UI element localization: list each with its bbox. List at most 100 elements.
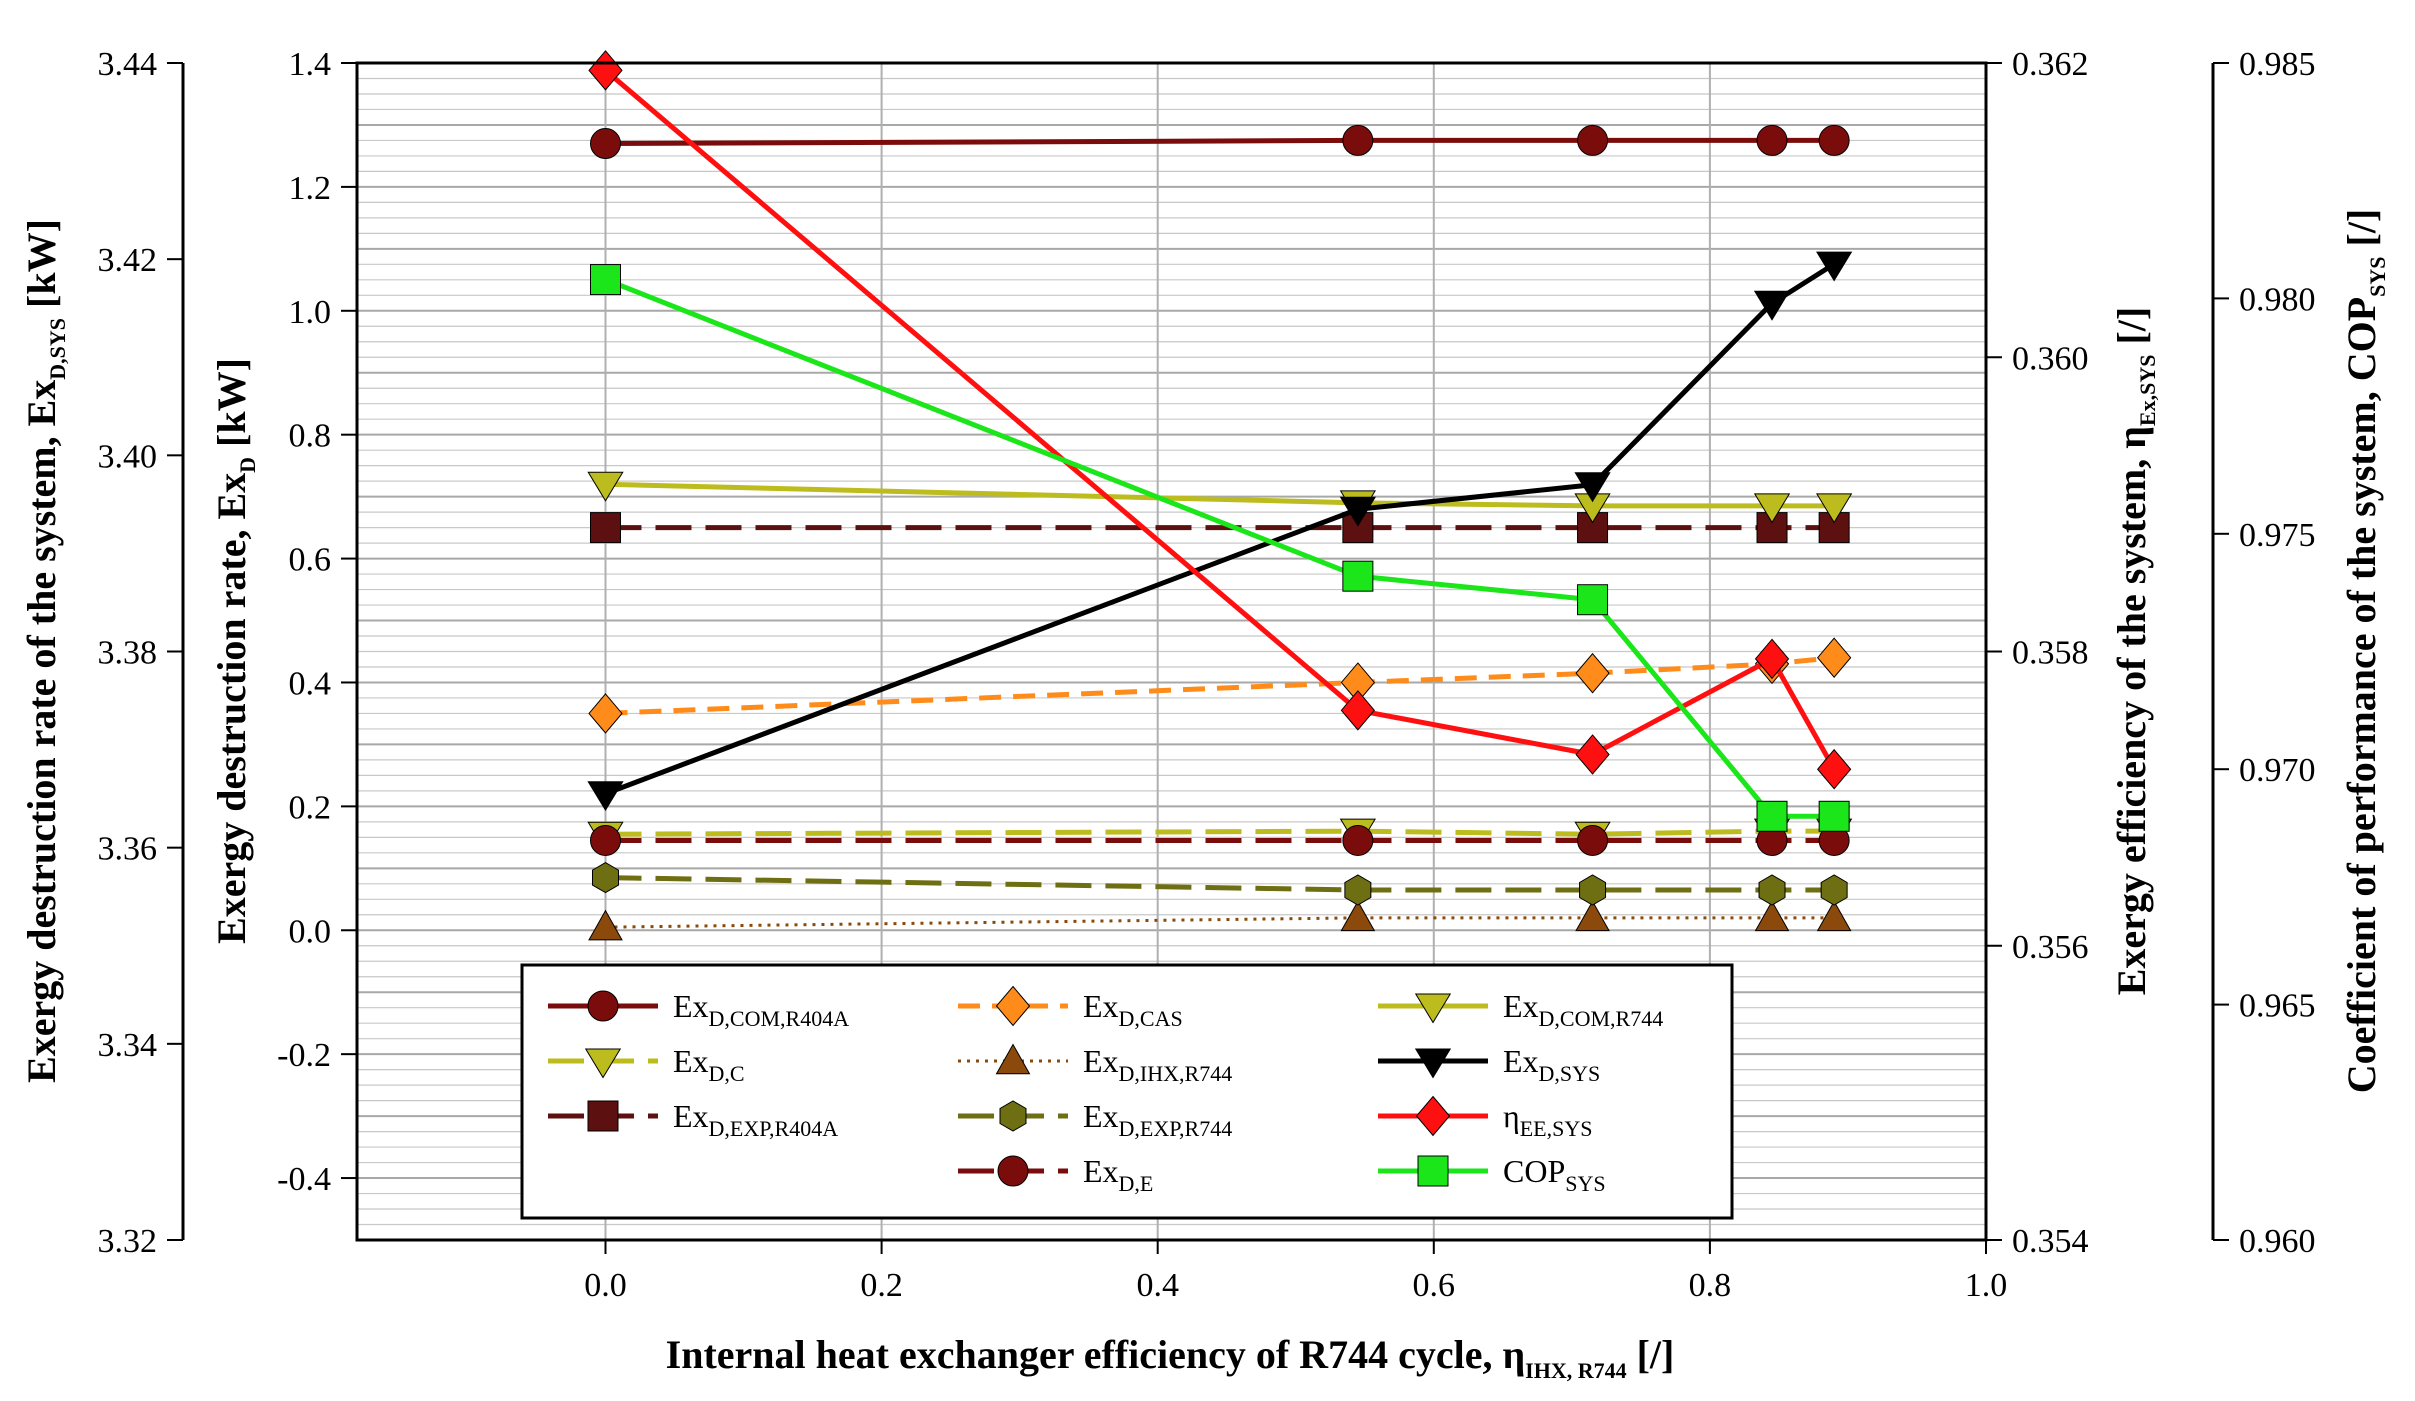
legend-label: ExD,E	[1083, 1153, 1153, 1196]
legend-item: ηEE,SYS	[1378, 1095, 1592, 1141]
legend-swatch-marker	[587, 1100, 619, 1132]
data-point	[1575, 734, 1610, 775]
legend-swatch-marker	[587, 990, 619, 1022]
data-point	[1753, 493, 1791, 524]
y-tick-label-exd: 0.8	[289, 418, 332, 455]
series-5	[588, 900, 1852, 941]
x-tick-label: 0.4	[1136, 1267, 1179, 1304]
legend-item: ExD,E	[958, 1153, 1153, 1196]
legend-box	[520, 963, 1734, 1220]
series-line	[605, 875, 1835, 893]
legend-swatch-marker	[999, 1100, 1027, 1132]
data-point	[1754, 638, 1790, 680]
data-point	[1816, 637, 1852, 678]
legend: ExD,COM,R404A ExD,C ExD,EXP,R404A ExD,CAS Ex…	[520, 963, 1734, 1220]
series-11	[589, 264, 1850, 832]
data-point	[592, 862, 619, 894]
y-tick-label-cop: 0.965	[2239, 988, 2316, 1025]
data-point	[1818, 800, 1850, 832]
y-tick-label-cop: 0.970	[2239, 752, 2316, 789]
data-point	[1342, 824, 1374, 856]
data-point	[1756, 124, 1788, 156]
legend-label: ExD,COM,R744	[1503, 988, 1663, 1031]
y-tick-label-sys: 3.40	[98, 438, 158, 475]
legend-swatch-marker	[995, 1043, 1031, 1075]
legend-item: ExD,COM,R404A	[548, 988, 849, 1031]
y-tick-label-sys: 3.42	[98, 242, 158, 279]
legend-label: ExD,EXP,R404A	[673, 1098, 838, 1141]
legend-swatch-marker	[1414, 1048, 1452, 1079]
legend-item: ExD,SYS	[1378, 1043, 1600, 1086]
legend-item: ExD,COM,R744	[1378, 988, 1663, 1031]
legend-item: ExD,CAS	[958, 985, 1183, 1031]
y-tick-label-sys: 3.36	[98, 831, 158, 868]
data-point	[1577, 824, 1609, 856]
y-tick-label-exd: 0.0	[289, 913, 332, 950]
x-tick-label: 0.2	[860, 1267, 903, 1304]
data-point	[1340, 690, 1376, 731]
y-tick-label-exd: -0.4	[277, 1161, 331, 1198]
y-tick-label-exd: 1.2	[289, 170, 332, 207]
data-point	[1579, 874, 1607, 906]
y-tick-label-cop: 0.960	[2239, 1223, 2316, 1260]
y-tick-label-eta: 0.358	[2012, 635, 2089, 672]
data-point	[589, 264, 621, 296]
data-point	[1818, 124, 1850, 156]
data-point	[1816, 900, 1852, 932]
data-point	[1816, 748, 1852, 790]
data-point	[589, 824, 621, 856]
y-tick-label-eta: 0.356	[2012, 929, 2089, 966]
y-axis-label-cop: Coefficient of performance of the system…	[2339, 209, 2390, 1094]
legend-swatch-marker	[997, 1155, 1029, 1187]
legend-label: ExD,CAS	[1083, 988, 1183, 1031]
y-tick-label-eta: 0.360	[2012, 340, 2089, 377]
x-axis-label: Internal heat exchanger efficiency of R7…	[666, 1332, 1675, 1383]
legend-item: COPSYS	[1378, 1153, 1606, 1196]
data-point	[588, 693, 623, 734]
legend-label: ηEE,SYS	[1503, 1098, 1592, 1141]
data-point	[1574, 472, 1611, 503]
legend-label: ExD,EXP,R744	[1083, 1098, 1232, 1141]
series-1	[589, 124, 1850, 160]
legend-label: ExD,COM,R404A	[673, 988, 849, 1031]
y-tick-label-cop: 0.975	[2239, 517, 2316, 554]
x-tick-label: 1.0	[1965, 1267, 2008, 1304]
y-tick-label-sys: 3.32	[98, 1223, 158, 1260]
data-point	[1756, 800, 1788, 832]
legend-swatch-marker	[1414, 993, 1452, 1024]
y-tick-label-exd: 0.4	[289, 665, 332, 702]
legend-swatch-marker	[1415, 1095, 1451, 1137]
data-point	[1577, 584, 1609, 616]
y-tick-label-exd: 1.4	[289, 46, 332, 83]
x-tick-label: 0.8	[1689, 1267, 1732, 1304]
y-tick-label-eta: 0.354	[2012, 1223, 2089, 1260]
series-layer	[587, 50, 1853, 941]
series-10	[588, 50, 1852, 790]
series-7	[589, 824, 1850, 856]
y-axis-label-exergy-destruction: Exergy destruction rate, ExD [kW]	[209, 358, 260, 944]
legend-item: ExD,C	[548, 1043, 745, 1086]
y-tick-label-sys: 3.38	[98, 635, 158, 672]
data-point	[1820, 874, 1848, 906]
data-point	[587, 471, 624, 502]
y-tick-label-cop: 0.985	[2239, 46, 2316, 83]
y-tick-label-exd: 1.0	[289, 294, 332, 331]
data-point	[1575, 900, 1610, 932]
legend-label: ExD,IHX,R744	[1083, 1043, 1232, 1086]
x-tick-label: 0.6	[1413, 1267, 1456, 1304]
y-tick-label-sys: 3.44	[98, 46, 158, 83]
data-point	[1754, 900, 1790, 932]
data-point	[1340, 900, 1376, 932]
x-tick-label: 0.0	[584, 1267, 627, 1304]
legend-item: ExD,EXP,R744	[958, 1098, 1232, 1141]
series-6	[592, 862, 1848, 906]
legend-label: COPSYS	[1503, 1153, 1606, 1196]
y-tick-label-cop: 0.980	[2239, 281, 2316, 318]
y-axis-label-exergy-efficiency: Exergy efficiency of the system, ηEx,SYS…	[2109, 307, 2160, 996]
legend-items: ExD,COM,R404A ExD,C ExD,EXP,R404A ExD,CAS Ex…	[548, 985, 1663, 1196]
data-point	[1816, 493, 1853, 524]
data-point	[1577, 124, 1609, 156]
y-tick-label-exd: 0.2	[289, 789, 332, 826]
legend-swatch-marker	[995, 985, 1031, 1027]
